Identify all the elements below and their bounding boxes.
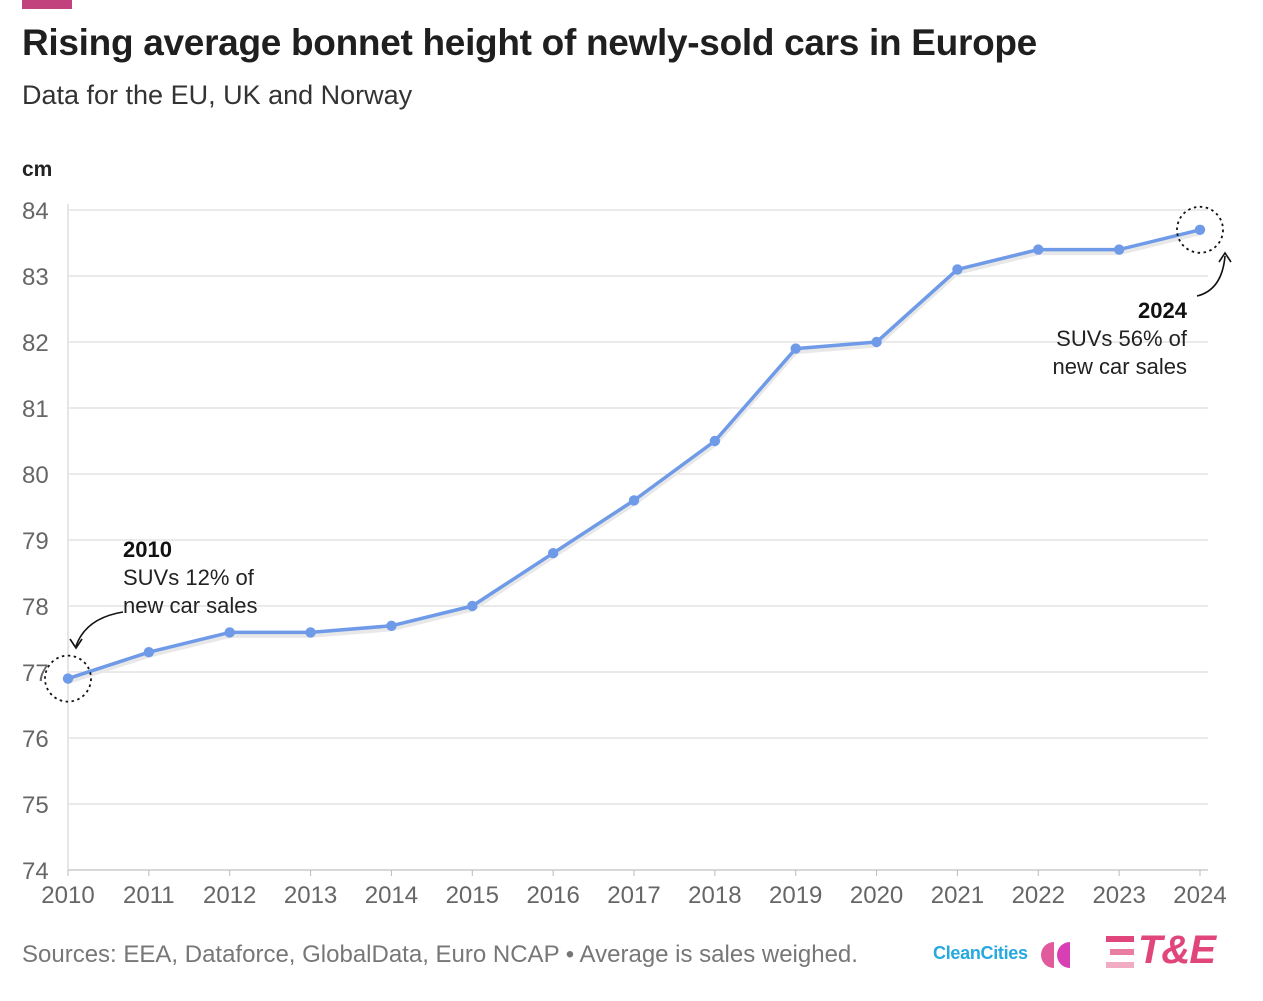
x-tick-label: 2023: [1092, 882, 1145, 909]
cleancities-logo-icon: [1041, 942, 1070, 968]
y-tick-label: 83: [22, 264, 49, 291]
x-tick-label: 2017: [607, 882, 660, 909]
y-axis-unit-label: cm: [22, 158, 52, 181]
annotation-year-2024: 2024: [1138, 298, 1188, 323]
y-axis-ticks: 74 75 76 77 78 79 80 81 82 83 84: [22, 198, 49, 885]
accent-bar: [22, 0, 72, 9]
annotation-text-2010: SUVs 12% of: [123, 565, 255, 590]
data-point: [305, 627, 316, 638]
y-tick-label: 76: [22, 726, 49, 753]
x-tick-label: 2024: [1173, 882, 1226, 909]
y-tick-label: 80: [22, 462, 49, 489]
data-point: [224, 627, 235, 638]
x-tick-label: 2016: [526, 882, 579, 909]
te-logo-icon: [1106, 936, 1134, 968]
y-tick-label: 79: [22, 528, 49, 555]
x-tick-label: 2012: [203, 882, 256, 909]
highlight-circle-2010: [44, 654, 92, 703]
series-layer: [62, 224, 1206, 684]
data-point: [952, 264, 963, 275]
x-axis-ticks: 2010 2011 2012 2013 2014 2015 2016 2017 2018 2019…: [41, 870, 1227, 909]
x-tick-label: 2020: [850, 882, 903, 909]
y-tick-label: 77: [22, 660, 49, 687]
arrowhead-2010: [69, 638, 83, 650]
gridlines: [67, 204, 1208, 871]
annotations: 2010 SUVs 12% of new car sales 2024 SUVs 56%…: [44, 205, 1232, 703]
data-point: [1033, 244, 1044, 255]
data-point: [628, 495, 640, 506]
te-logo-text: T&E: [1138, 928, 1216, 972]
data-point: [547, 548, 559, 559]
annotation-text-2024: SUVs 56% of: [1056, 326, 1188, 351]
y-tick-label: 84: [22, 198, 49, 225]
chart-title: Rising average bonnet height of newly-so…: [22, 22, 1037, 63]
y-tick-label: 82: [22, 330, 49, 357]
data-point: [871, 336, 882, 348]
x-tick-label: 2014: [365, 882, 418, 909]
chart-subtitle: Data for the EU, UK and Norway: [22, 80, 413, 110]
highlight-circle-2024: [1176, 205, 1224, 254]
annotation-arrow-2024: [1196, 255, 1226, 297]
x-tick-label: 2013: [284, 882, 337, 909]
y-tick-label: 81: [22, 396, 49, 423]
annotation-arrow-2010: [75, 611, 124, 647]
x-tick-label: 2015: [446, 882, 499, 909]
data-point: [386, 620, 397, 631]
sources-footnote: Sources: EEA, Dataforce, GlobalData, Eur…: [22, 941, 858, 968]
annotation-text-2024: new car sales: [1052, 354, 1187, 379]
y-tick-label: 75: [22, 792, 49, 819]
x-tick-label: 2018: [688, 882, 741, 909]
data-point: [1113, 244, 1125, 255]
data-point: [1194, 224, 1206, 235]
data-point: [62, 673, 74, 684]
annotation-text-2010: new car sales: [123, 593, 258, 618]
data-point: [467, 600, 478, 612]
annotation-year-2010: 2010: [123, 537, 172, 562]
x-tick-label: 2011: [123, 882, 175, 909]
x-tick-label: 2019: [769, 882, 822, 909]
data-point: [790, 343, 801, 354]
y-tick-label: 74: [22, 858, 49, 885]
x-tick-label: 2021: [931, 882, 984, 909]
cleancities-logo-text: CleanCities: [933, 943, 1028, 963]
x-tick-label: 2010: [41, 882, 94, 909]
arrowhead-2024: [1218, 251, 1232, 263]
y-tick-label: 78: [22, 594, 49, 621]
data-point: [709, 435, 721, 447]
x-tick-label: 2022: [1012, 882, 1065, 909]
data-point: [143, 647, 155, 658]
